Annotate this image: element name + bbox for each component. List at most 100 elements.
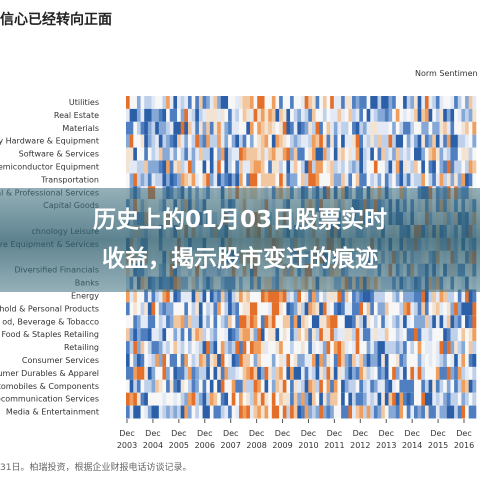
heatmap-cell [315,147,320,161]
heatmap-cell [140,315,145,329]
heatmap-cell [217,108,222,122]
heatmap-cell [290,108,295,122]
row-label: y Hardware & Equipment [0,137,99,146]
heatmap-cell [129,160,134,174]
heatmap-cell [435,96,440,109]
heatmap-cell [206,366,211,380]
heatmap-cell [414,160,418,174]
heatmap-cell [468,302,473,316]
heatmap-cell [311,354,316,367]
heatmap-cell [177,341,181,354]
heatmap-cell [268,302,273,316]
heatmap-cell [465,134,470,148]
heatmap-cell [158,108,163,122]
heatmap-cell [191,134,196,148]
heatmap-cell [264,108,269,122]
heatmap-cell [202,147,207,161]
heatmap-cell [468,289,473,303]
heatmap-cell [384,379,389,393]
heatmap-cell [235,366,240,380]
heatmap-cell [355,315,360,329]
heatmap-cell [260,108,265,122]
heatmap-cell [322,121,327,135]
heatmap-cell [326,366,331,380]
x-tick-year: 2009 [272,441,292,450]
heatmap-cell [162,405,167,419]
heatmap-cell [366,134,371,148]
heatmap-cell [279,108,284,122]
heatmap-cell [224,315,229,329]
heatmap-cell [373,134,378,148]
heatmap-cell [366,96,371,109]
heatmap-cell [330,134,335,148]
heatmap-cell [421,96,426,109]
heatmap-cell [235,173,240,187]
heatmap-cell [228,366,233,380]
heatmap-cell [370,134,375,148]
heatmap-cell [439,392,444,406]
heatmap-cell [370,302,375,316]
heatmap-cell [290,302,295,316]
heatmap-cell [155,405,160,419]
heatmap-cell [253,121,258,135]
heatmap-cell [337,134,342,148]
heatmap-cell [304,302,309,316]
row-label: Software & Services [19,150,99,159]
heatmap-cell [133,354,138,367]
heatmap-cell [355,96,360,109]
heatmap-cell [220,392,225,406]
heatmap-cell [228,302,233,316]
heatmap-cell [242,289,247,303]
heatmap-cell [461,173,466,187]
heatmap-cell [352,405,356,419]
heatmap-cell [388,354,393,367]
heatmap-cell [217,173,222,187]
heatmap-cell [206,315,211,329]
heatmap-cell [330,160,335,174]
heatmap-cell [301,121,305,135]
heatmap-cell [472,289,477,303]
heatmap-cell [330,366,335,380]
heatmap-cell [392,315,397,329]
heatmap-cell [257,147,262,161]
heatmap-cell [140,147,145,161]
heatmap-cell [151,379,156,393]
heatmap-cell [450,366,455,380]
heatmap-cell [311,121,316,135]
heatmap-cell [465,173,470,187]
heatmap-cell [220,405,225,419]
heatmap-cell [260,379,265,393]
x-tick-month: Dec [223,429,238,438]
heatmap-cell [366,302,371,316]
heatmap-cell [333,379,338,393]
heatmap-cell [446,366,451,380]
heatmap-cell [439,341,444,354]
heatmap-cell [275,379,280,393]
heatmap-cell [428,173,433,187]
heatmap-cell [424,341,429,354]
heatmap-cell [319,147,324,161]
x-tick-year: 2003 [117,441,137,450]
heatmap-cell [348,302,353,316]
heatmap-cell [239,121,243,135]
heatmap-cell [253,96,258,109]
heatmap-cell [282,405,287,419]
heatmap-cell [206,379,211,393]
heatmap-cell [228,160,233,174]
heatmap-cell [224,96,229,109]
heatmap-cell [424,147,429,161]
heatmap-cell [304,379,309,393]
heatmap-cell [198,134,203,148]
heatmap-cell [293,354,298,367]
heatmap-cell [432,96,437,109]
heatmap-cell [133,341,138,354]
heatmap-cell [275,302,280,316]
heatmap-cell [435,147,440,161]
heatmap-cell [352,134,356,148]
heatmap-cell [308,392,313,406]
heatmap-cell [355,405,360,419]
heatmap-cell [432,315,437,329]
heatmap-cell [388,366,393,380]
heatmap-cell [231,328,236,342]
heatmap-cell [180,328,185,342]
